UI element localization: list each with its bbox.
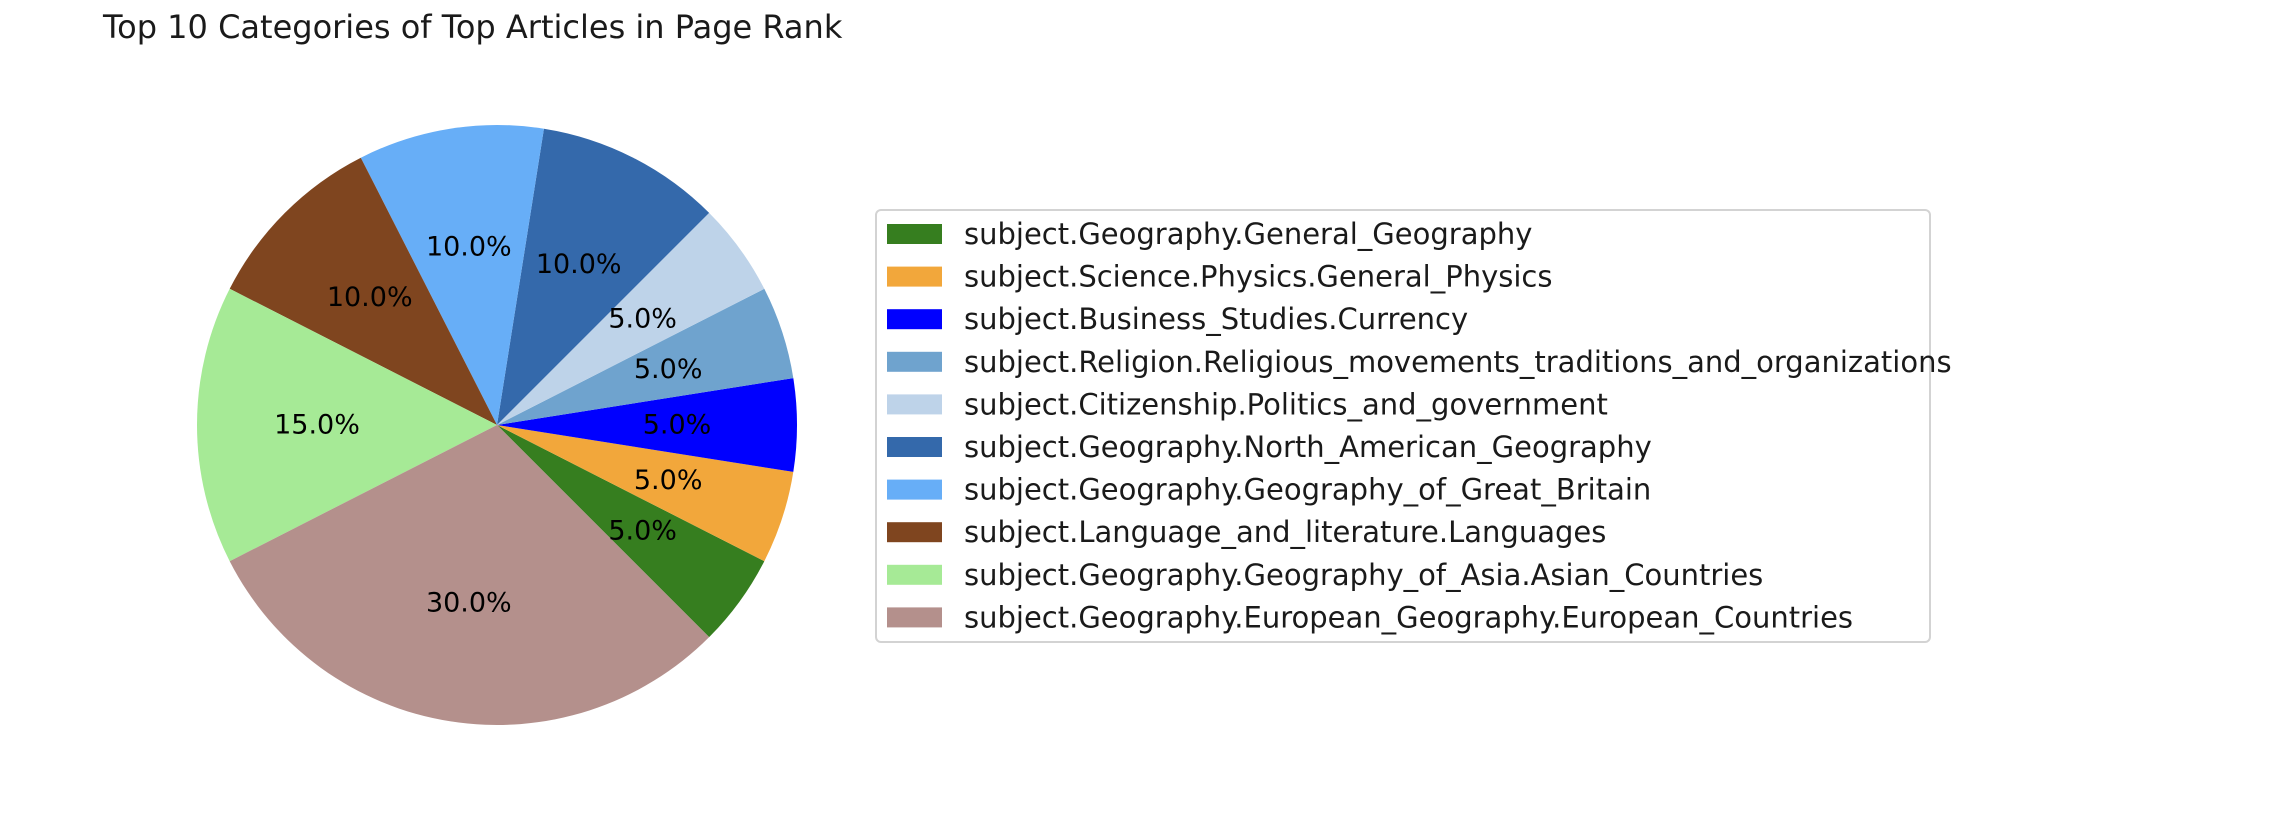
legend-swatch [887, 394, 942, 415]
legend-swatch [887, 437, 942, 457]
pie-slice [497, 212, 765, 425]
legend-swatch [887, 351, 942, 372]
legend-swatch [887, 564, 942, 585]
pie-slice [497, 425, 794, 562]
pie-percent-label: 5.0% [634, 354, 703, 385]
legend-swatch [887, 607, 942, 628]
legend-swatch [887, 266, 942, 287]
legend-label: subject.Geography.European_Geography.Eur… [964, 600, 1853, 634]
legend-frame [875, 209, 1931, 643]
pie-slice [497, 288, 794, 425]
pie-percent-label: 10.0% [327, 282, 413, 313]
pie-percent-label: 10.0% [536, 249, 622, 280]
pie-slice [497, 378, 797, 472]
pie-slice [229, 157, 497, 425]
legend-swatch [887, 522, 942, 543]
legend-swatch [887, 224, 942, 244]
legend-label: subject.Citizenship.Politics_and_governm… [964, 387, 1608, 421]
pie-slice [197, 288, 498, 562]
pie-slice [360, 125, 544, 425]
legend-items: subject.Geography.General_Geographysubje… [887, 217, 1952, 634]
pie-slice [497, 128, 710, 426]
pie-percent-label: 5.0% [608, 515, 677, 546]
pie-percent-label: 5.0% [634, 465, 703, 496]
legend-label: subject.Geography.Geography_of_Asia.Asia… [964, 558, 1763, 592]
pie-percent-label: 5.0% [608, 304, 677, 335]
legend-label: subject.Business_Studies.Currency [964, 302, 1468, 336]
legend-label: subject.Language_and_literature.Language… [964, 515, 1606, 549]
pie-slices [197, 125, 797, 725]
pie-percent-label: 10.0% [426, 232, 512, 263]
pie-percent-label: 5.0% [643, 410, 712, 441]
pie-slice [497, 425, 765, 638]
pie-slice [229, 425, 710, 725]
legend-label: subject.Geography.General_Geography [964, 217, 1532, 251]
legend-label: subject.Science.Physics.General_Physics [964, 260, 1552, 294]
legend: subject.Geography.General_Geographysubje… [875, 209, 1952, 643]
pie-percent-label: 15.0% [274, 410, 360, 441]
pie-percent-label: 30.0% [426, 587, 512, 618]
pie-percent-labels: 5.0% 5.0% 5.0% 5.0% 5.0% 10.0% 10.0% 10.0% 15.0%… [274, 232, 711, 619]
legend-label: subject.Geography.Geography_of_Great_Bri… [964, 473, 1651, 507]
legend-swatch [887, 479, 942, 500]
legend-swatch [887, 309, 942, 330]
chart-title: Top 10 Categories of Top Articles in Pag… [102, 8, 843, 46]
legend-label: subject.Religion.Religious_movements_tra… [964, 345, 1952, 379]
legend-label: subject.Geography.North_American_Geograp… [964, 430, 1652, 464]
